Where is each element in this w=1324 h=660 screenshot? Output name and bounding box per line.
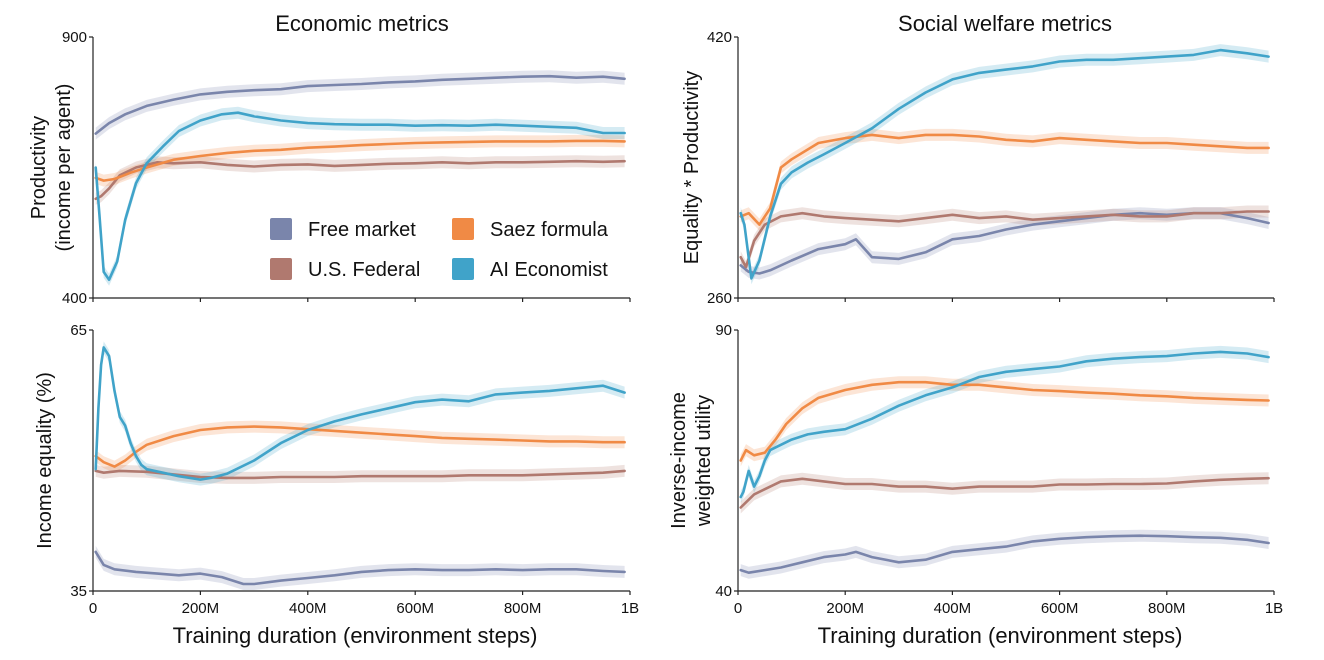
series-line-saez-formula — [94, 139, 626, 182]
band-free-market — [740, 207, 1269, 280]
x-tick-label: 1B — [1265, 600, 1283, 617]
x-tick-label: 1B — [621, 600, 639, 617]
legend-label-free-market: Free market — [308, 219, 416, 241]
x-tick-label: 400M — [934, 600, 972, 617]
band-ai-economist — [95, 106, 625, 286]
legend-swatch-ai-economist — [452, 258, 474, 280]
band-saez-formula — [95, 420, 625, 473]
band-free-market — [95, 545, 625, 590]
legend-swatch-free-market — [270, 218, 292, 240]
productivity-chart: 400 900 Productivity (income per agent) — [28, 29, 631, 307]
y-axis-title: Productivity — [28, 116, 50, 219]
legend-label-us-federal: U.S. Federal — [308, 259, 420, 281]
x-tick-label: 600M — [396, 600, 434, 617]
y-axis-title: (income per agent) — [53, 84, 75, 252]
legend-label-ai-economist: AI Economist — [490, 259, 608, 281]
y-tick-label: 65 — [70, 322, 87, 339]
band-ai-economist — [740, 345, 1269, 503]
y-axis-title: weighted utility — [693, 395, 715, 527]
series-line-u-s-federal — [94, 159, 626, 201]
column-title-economic: Economic metrics — [275, 11, 449, 36]
series-line-saez-formula — [739, 133, 1270, 226]
series-line-free-market — [94, 74, 626, 135]
x-tick-label: 800M — [504, 600, 542, 617]
legend-swatch-us-federal — [270, 258, 292, 280]
y-tick-label: 420 — [707, 29, 732, 46]
y-axis-title: Income equality (%) — [34, 372, 56, 549]
x-tick-label: 0 — [89, 600, 97, 617]
band-saez-formula — [740, 376, 1269, 467]
y-tick-label: 90 — [715, 322, 732, 339]
series-line-free-market — [94, 550, 626, 586]
series-line-ai-economist — [94, 346, 626, 481]
legend-label-saez-formula: Saez formula — [490, 219, 609, 241]
band-u-s-federal — [740, 472, 1269, 514]
weighted-utility-chart: 0 200M 400M 600M 800M 1B 40 90 Inverse-income wei… — [668, 322, 1283, 617]
band-u-s-federal — [95, 155, 625, 205]
x-tick-label: 800M — [1148, 600, 1186, 617]
x-axis-title-left: Training duration (environment steps) — [173, 623, 538, 648]
series-line-u-s-federal — [739, 476, 1270, 509]
x-tick-label: 600M — [1041, 600, 1079, 617]
y-tick-label: 260 — [707, 290, 732, 307]
y-tick-label: 35 — [70, 583, 87, 600]
band-u-s-federal — [740, 205, 1269, 273]
y-axis-title: Inverse-income — [668, 392, 690, 529]
legend: Free market Saez formula U.S. Federal AI… — [270, 218, 609, 281]
x-tick-label: 200M — [826, 600, 864, 617]
column-title-social: Social welfare metrics — [898, 11, 1112, 36]
x-axis-title-right: Training duration (environment steps) — [818, 623, 1183, 648]
x-tick-label: 400M — [289, 600, 327, 617]
y-axis-title: Equality * Productivity — [681, 71, 703, 264]
x-tick-label: 200M — [182, 600, 220, 617]
legend-swatch-saez-formula — [452, 218, 474, 240]
band-free-market — [95, 70, 625, 140]
series-line-free-market — [739, 534, 1270, 575]
series-line-free-market — [739, 211, 1270, 275]
y-tick-label: 400 — [62, 290, 87, 307]
y-tick-label: 900 — [62, 29, 87, 46]
series-line-ai-economist — [739, 48, 1270, 280]
series-line-saez-formula — [739, 380, 1270, 462]
equality-productivity-chart: 260 420 Equality * Productivity — [681, 29, 1275, 307]
series-line-u-s-federal — [739, 210, 1270, 269]
x-tick-label: 0 — [734, 600, 742, 617]
band-saez-formula — [95, 134, 625, 187]
series-line-ai-economist — [739, 350, 1270, 499]
series-line-ai-economist — [94, 111, 626, 282]
y-tick-label: 40 — [715, 583, 732, 600]
income-equality-chart: 0 200M 400M 600M 800M 1B 35 65 Income equality (… — [34, 322, 639, 617]
